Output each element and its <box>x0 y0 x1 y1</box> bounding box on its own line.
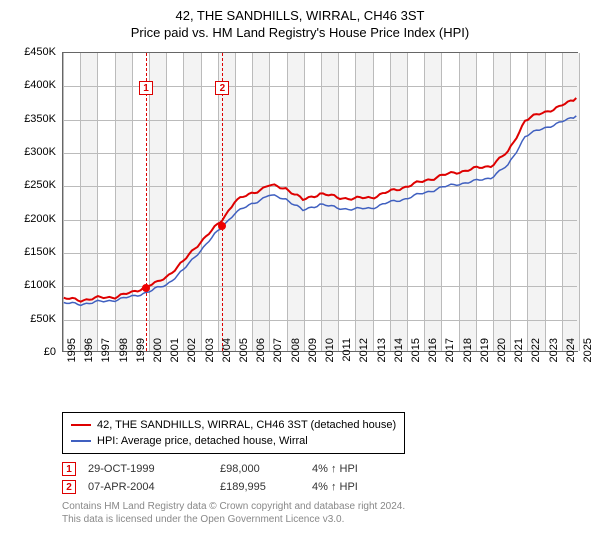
legend-item: 42, THE SANDHILLS, WIRRAL, CH46 3ST (det… <box>71 417 396 433</box>
row-badge: 2 <box>62 480 76 494</box>
footnote-line: This data is licensed under the Open Gov… <box>62 513 586 526</box>
sale-date: 29-OCT-1999 <box>88 463 208 475</box>
x-axis-label: 2025 <box>582 338 594 378</box>
x-axis-label: 2005 <box>238 338 250 378</box>
y-axis-label: £250K <box>14 179 56 191</box>
x-axis-label: 1998 <box>118 338 130 378</box>
sale-dot <box>142 284 150 292</box>
x-axis-label: 2018 <box>462 338 474 378</box>
x-axis-label: 1999 <box>135 338 147 378</box>
x-axis-label: 2014 <box>393 338 405 378</box>
legend-swatch <box>71 440 91 442</box>
x-axis-label: 2022 <box>530 338 542 378</box>
legend-item: HPI: Average price, detached house, Wirr… <box>71 433 396 449</box>
x-axis-label: 2016 <box>427 338 439 378</box>
series-hpi <box>64 116 577 306</box>
sales-row: 1 29-OCT-1999 £98,000 4% ↑ HPI <box>62 462 586 476</box>
y-axis-label: £100K <box>14 279 56 291</box>
x-axis-label: 2017 <box>444 338 456 378</box>
legend-label: HPI: Average price, detached house, Wirr… <box>97 433 308 449</box>
y-axis-label: £200K <box>14 213 56 225</box>
y-axis-label: £400K <box>14 79 56 91</box>
legend-swatch <box>71 424 91 426</box>
x-axis-label: 2020 <box>496 338 508 378</box>
y-axis-label: £350K <box>14 113 56 125</box>
x-axis-label: 2003 <box>204 338 216 378</box>
x-axis-label: 2013 <box>376 338 388 378</box>
x-axis-label: 2019 <box>479 338 491 378</box>
x-axis-label: 2021 <box>513 338 525 378</box>
y-axis-label: £50K <box>14 313 56 325</box>
x-axis-label: 2008 <box>290 338 302 378</box>
footnote: Contains HM Land Registry data © Crown c… <box>62 500 586 526</box>
page-subtitle: Price paid vs. HM Land Registry's House … <box>14 25 586 40</box>
x-axis-label: 1996 <box>83 338 95 378</box>
sale-hpi: 4% ↑ HPI <box>312 481 392 493</box>
x-axis-label: 2012 <box>358 338 370 378</box>
sales-table: 1 29-OCT-1999 £98,000 4% ↑ HPI 2 07-APR-2004 £… <box>62 462 586 494</box>
x-axis-label: 2006 <box>255 338 267 378</box>
sale-marker-badge: 2 <box>215 81 229 95</box>
x-axis-label: 2010 <box>324 338 336 378</box>
chart: 12 1995199619971998199920002001200220032… <box>14 46 586 406</box>
sale-price: £98,000 <box>220 463 300 475</box>
x-axis-label: 2000 <box>152 338 164 378</box>
x-axis-label: 2024 <box>565 338 577 378</box>
chart-lines <box>63 53 577 351</box>
plot-area: 12 <box>62 52 578 352</box>
x-axis-label: 2023 <box>548 338 560 378</box>
x-axis-label: 2015 <box>410 338 422 378</box>
y-axis-label: £450K <box>14 46 56 58</box>
row-badge: 1 <box>62 462 76 476</box>
footnote-line: Contains HM Land Registry data © Crown c… <box>62 500 586 513</box>
sale-dot <box>218 222 226 230</box>
page-title: 42, THE SANDHILLS, WIRRAL, CH46 3ST <box>14 8 586 23</box>
y-axis-label: £300K <box>14 146 56 158</box>
x-axis-label: 2007 <box>272 338 284 378</box>
legend: 42, THE SANDHILLS, WIRRAL, CH46 3ST (det… <box>62 412 405 454</box>
legend-label: 42, THE SANDHILLS, WIRRAL, CH46 3ST (det… <box>97 417 396 433</box>
sale-hpi: 4% ↑ HPI <box>312 463 392 475</box>
sale-date: 07-APR-2004 <box>88 481 208 493</box>
series-property <box>64 98 577 302</box>
x-axis-label: 1997 <box>100 338 112 378</box>
x-axis-label: 2001 <box>169 338 181 378</box>
x-axis-label: 2002 <box>186 338 198 378</box>
sales-row: 2 07-APR-2004 £189,995 4% ↑ HPI <box>62 480 586 494</box>
sale-price: £189,995 <box>220 481 300 493</box>
sale-marker-badge: 1 <box>139 81 153 95</box>
y-axis-label: £150K <box>14 246 56 258</box>
x-axis-label: 1995 <box>66 338 78 378</box>
x-axis-label: 2004 <box>221 338 233 378</box>
y-axis-label: £0 <box>14 346 56 358</box>
x-axis-label: 2011 <box>341 338 353 378</box>
x-axis-label: 2009 <box>307 338 319 378</box>
